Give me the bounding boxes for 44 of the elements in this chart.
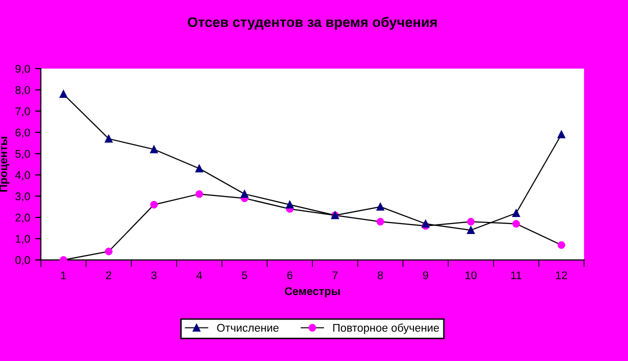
y-tick-label: 8,0 <box>15 86 30 96</box>
legend-label: Повторное обучение <box>333 323 439 334</box>
point <box>104 134 113 143</box>
y-tick-label: 4,0 <box>15 171 30 180</box>
point <box>104 248 113 256</box>
x-tick-label: 3 <box>151 271 157 280</box>
y-tick-label: 7,0 <box>16 107 30 117</box>
x-tick-label: 12 <box>556 271 568 280</box>
x-axis-title: Семестры <box>284 287 340 298</box>
x-tick-label: 8 <box>378 271 383 280</box>
point <box>240 190 248 198</box>
y-tick-label: 5,0 <box>15 150 30 160</box>
point <box>150 200 158 208</box>
y-tick-label: 1,0 <box>16 234 30 244</box>
chart-title: Отсев студентов за время обучения <box>188 16 437 30</box>
point <box>60 90 68 98</box>
y-tick-label: 3,0 <box>15 192 30 202</box>
y-tick-label: 2,0 <box>16 214 30 223</box>
y-tick-label: 9,0 <box>15 64 30 74</box>
x-tick-label: 6 <box>287 271 292 280</box>
point <box>376 202 384 211</box>
point <box>195 164 204 172</box>
y-tick-label: 6,0 <box>16 128 30 138</box>
y-tick-label: 0,0 <box>15 256 30 266</box>
point <box>512 209 520 217</box>
point <box>376 218 384 226</box>
x-tick-label: 10 <box>466 271 477 280</box>
x-tick-label: 1 <box>61 271 66 280</box>
point <box>512 220 520 228</box>
x-tick-label: 4 <box>196 271 202 280</box>
point <box>558 241 566 249</box>
point <box>558 130 566 138</box>
point <box>422 220 430 228</box>
x-tick-label: 11 <box>511 271 522 280</box>
x-tick-label: 7 <box>332 271 338 280</box>
point <box>467 226 475 234</box>
point <box>195 190 204 198</box>
legend-label: Отчисление <box>217 324 279 332</box>
point <box>467 218 475 226</box>
x-tick-label: 5 <box>242 271 248 280</box>
x-tick-label: 9 <box>423 271 428 280</box>
x-tick-label: 2 <box>106 271 112 280</box>
point <box>286 200 294 208</box>
point <box>150 146 158 154</box>
